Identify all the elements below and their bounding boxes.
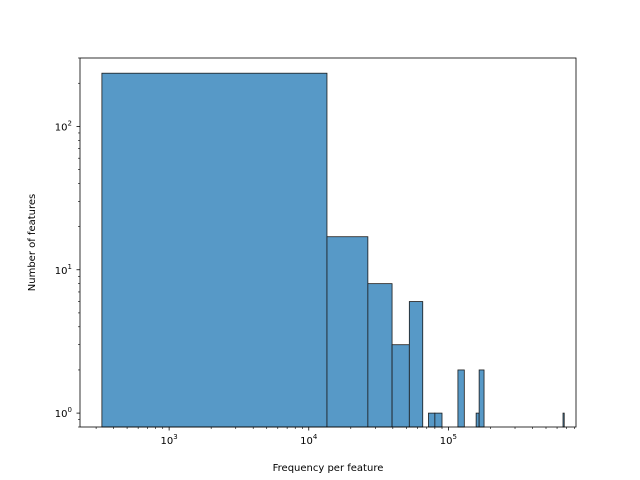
- y-tick-exponent: 2: [68, 119, 72, 127]
- plot-frame: [79, 57, 577, 428]
- y-tick-exponent: 0: [68, 406, 72, 414]
- x-tick-base: 10: [161, 436, 174, 447]
- y-axis-label: Number of features: [27, 194, 38, 291]
- histogram-bar-3: [391, 344, 410, 428]
- x-tick-label: 103: [161, 433, 178, 447]
- histogram-bar-8: [475, 412, 480, 428]
- histogram-bar-7: [457, 369, 465, 428]
- y-tick-base: 10: [55, 122, 68, 133]
- histogram-bar-5: [428, 412, 436, 428]
- y-tick-label: 100: [55, 406, 72, 420]
- histogram-bar-9: [478, 369, 485, 428]
- histogram-bars: [101, 72, 565, 428]
- histogram-bar-6: [434, 412, 443, 428]
- x-tick-exponent: 4: [313, 433, 318, 441]
- histogram-bar-10: [562, 412, 565, 428]
- y-tick-base: 10: [55, 266, 68, 277]
- x-axis-label: Frequency per feature: [273, 463, 384, 474]
- x-tick-label: 105: [440, 433, 457, 447]
- x-axis-ticks: 103 104 105: [95, 427, 575, 447]
- x-tick-label: 104: [300, 433, 318, 447]
- x-tick-exponent: 5: [453, 433, 457, 441]
- histogram-bar-2: [367, 283, 393, 428]
- y-tick-base: 10: [55, 409, 68, 420]
- histogram-bar-1: [326, 236, 369, 428]
- x-tick-base: 10: [300, 436, 313, 447]
- y-tick-label: 102: [55, 119, 72, 133]
- y-tick-label: 101: [55, 263, 72, 277]
- y-tick-exponent: 1: [68, 263, 72, 271]
- x-tick-exponent: 3: [173, 433, 177, 441]
- histogram-bar-4: [408, 301, 424, 428]
- histogram-bar-0: [101, 72, 328, 428]
- x-tick-base: 10: [440, 436, 453, 447]
